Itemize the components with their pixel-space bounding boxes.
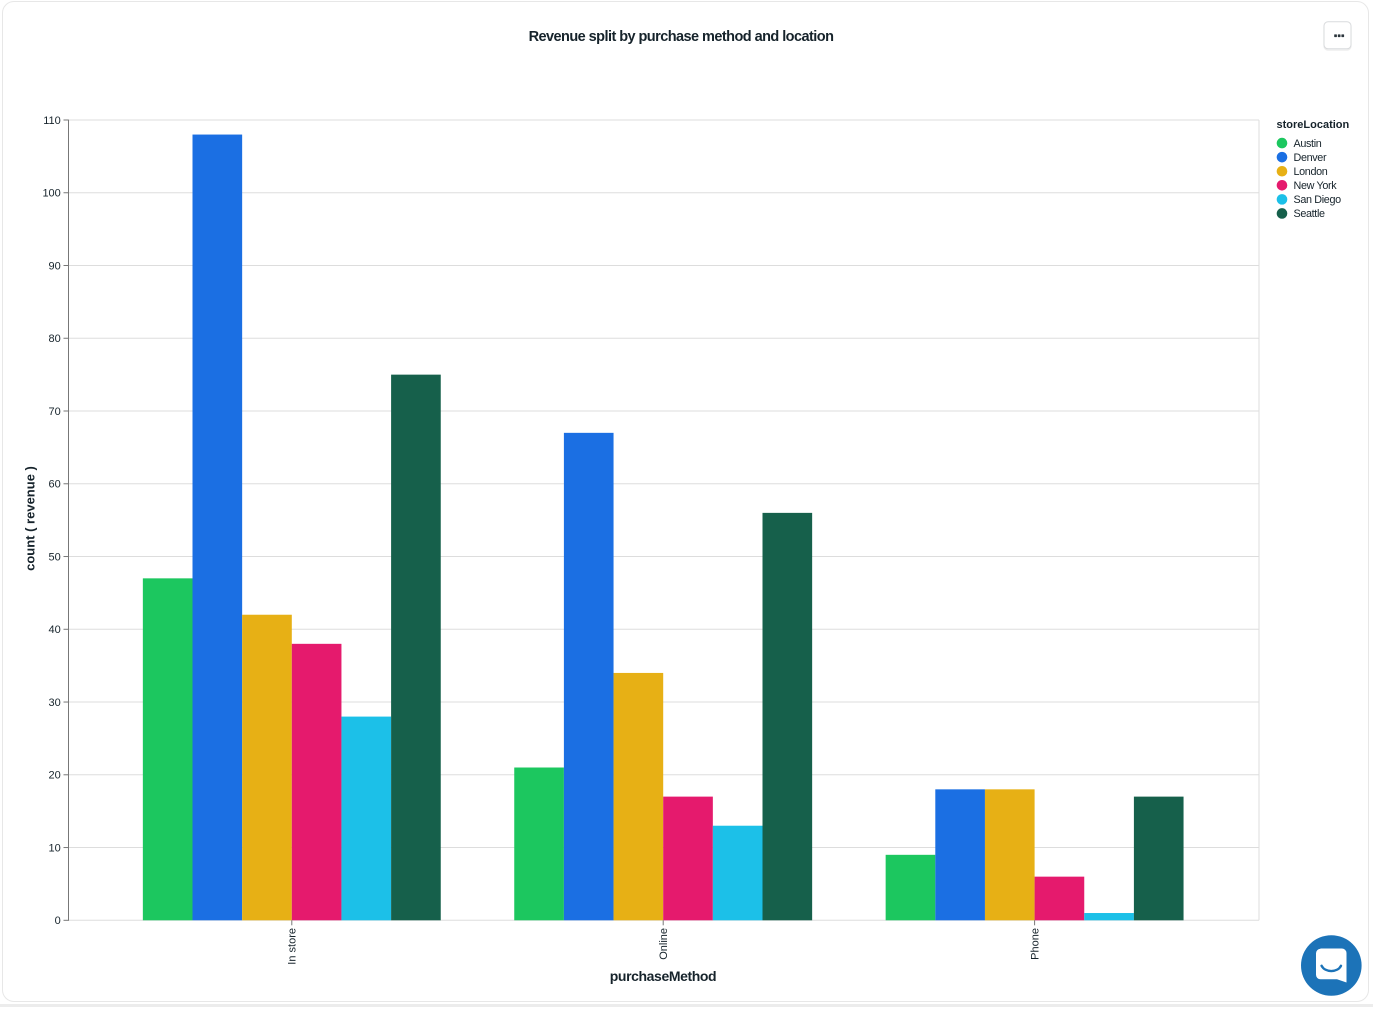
svg-text:Austin: Austin [1294,138,1322,150]
svg-text:60: 60 [49,479,61,491]
svg-text:Seattle: Seattle [1294,208,1326,220]
svg-text:40: 40 [49,624,61,636]
svg-text:In store: In store [287,928,299,965]
svg-text:purchaseMethod: purchaseMethod [610,968,716,984]
svg-text:New York: New York [1294,180,1338,192]
svg-text:London: London [1294,166,1328,178]
svg-text:50: 50 [49,551,61,563]
svg-text:count ( revenue ): count ( revenue ) [23,466,38,571]
svg-text:Phone: Phone [1029,928,1041,960]
svg-text:110: 110 [43,115,61,127]
svg-text:San Diego: San Diego [1294,194,1342,206]
svg-text:30: 30 [49,697,61,709]
svg-text:0: 0 [55,915,61,927]
svg-text:Revenue split by purchase meth: Revenue split by purchase method and loc… [529,29,834,45]
svg-text:100: 100 [42,188,60,200]
svg-text:90: 90 [49,260,61,272]
svg-text:80: 80 [49,333,61,345]
svg-text:storeLocation: storeLocation [1277,119,1350,131]
svg-text:Online: Online [658,928,670,960]
svg-text:Denver: Denver [1294,152,1327,164]
svg-text:20: 20 [49,770,61,782]
svg-text:10: 10 [49,842,61,854]
svg-text:70: 70 [49,406,61,418]
